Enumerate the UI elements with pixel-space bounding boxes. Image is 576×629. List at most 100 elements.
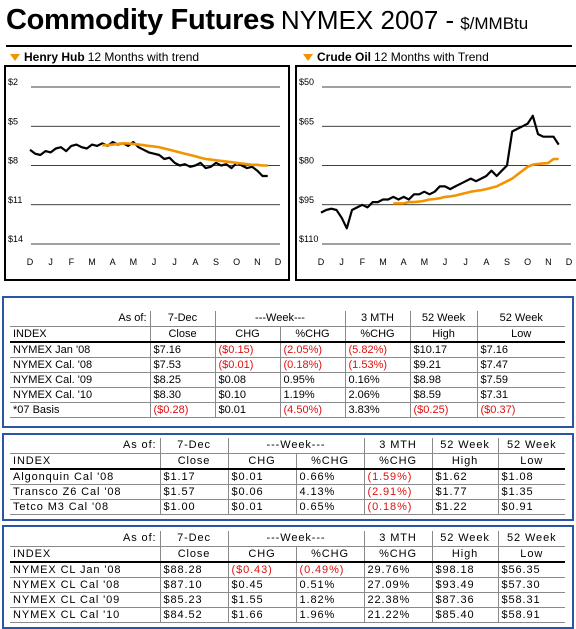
row-index-name: NYMEX Cal. '08 — [10, 357, 151, 373]
column-header: %CHG — [296, 546, 365, 563]
title-sub: NYMEX 2007 - — [280, 5, 455, 35]
week52-low-label: 52 Week — [498, 531, 565, 547]
table-asof-row: As of: 7-Dec ---Week--- 3 MTH 52 Week 52 Week — [10, 311, 565, 327]
table-cell: $88.28 — [160, 561, 229, 578]
table-row: NYMEX Cal. '08 $7.53 ($0.01) (0.18%) (1.53%)… — [10, 357, 565, 373]
x-tick-label: D — [318, 257, 325, 267]
row-index-name: Transco Z6 Cal '08 — [10, 484, 161, 500]
table-cell: $56.35 — [498, 561, 565, 578]
x-tick-label: J — [172, 257, 177, 267]
table-cell: $0.10 — [215, 387, 281, 403]
title-unit: $/MMBtu — [460, 14, 529, 33]
table-cell: $1.77 — [432, 484, 499, 500]
table-row: Algonquin Cal '08 $1.17 $0.01 0.66% (1.59%) $… — [10, 468, 565, 485]
table-cell: $84.52 — [160, 607, 229, 623]
table-cell: $8.59 — [410, 387, 478, 403]
row-index-name: NYMEX Cal. '10 — [10, 387, 151, 403]
x-tick-label: F — [69, 257, 75, 267]
column-header: Low — [498, 453, 565, 470]
chart-label-rest: 12 Months with Trend — [374, 50, 489, 64]
title-divider — [6, 45, 572, 47]
table-natural-gas-futures: As of: 7-Dec ---Week--- 3 MTH 52 Week 52 Week… — [10, 311, 565, 418]
table-cell: 3.83% — [345, 402, 411, 418]
table-cell: (1.59%) — [364, 468, 433, 485]
table-cell: $58.31 — [498, 592, 565, 608]
table-cell: $0.91 — [498, 499, 565, 515]
table-cell: $7.47 — [477, 357, 565, 373]
table-cell: ($0.28) — [150, 402, 216, 418]
x-tick-label: F — [360, 257, 366, 267]
table-cell: $1.57 — [160, 484, 229, 500]
three-month-label: 3 MTH — [364, 531, 433, 547]
column-header: %CHG — [280, 326, 346, 343]
asof-date: 7-Dec — [150, 311, 216, 327]
chart-crude-oil-svg: $110 $95 $80 $65 $50 D J F M A M J J A S O N D — [299, 77, 573, 267]
trend-series-line — [393, 157, 559, 205]
y-tick-label: $11 — [8, 195, 22, 205]
price-series-line — [29, 140, 268, 178]
x-tick-label: S — [504, 257, 510, 267]
column-header: %CHG — [364, 546, 433, 563]
three-month-label: 3 MTH — [345, 311, 411, 327]
table-cell: $7.53 — [150, 357, 216, 373]
table-row: NYMEX CL Cal '09 $85.23 $1.55 1.82% 22.38% $8… — [10, 592, 565, 608]
asof-label: As of: — [10, 531, 161, 547]
table-cell: 1.96% — [296, 607, 365, 623]
row-index-name: Algonquin Cal '08 — [10, 468, 161, 485]
x-tick-label: J — [152, 257, 157, 267]
table-cell: $1.55 — [228, 592, 297, 608]
column-header: High — [432, 546, 499, 563]
table-cell: $1.22 — [432, 499, 499, 515]
table-asof-row: As of: 7-Dec ---Week--- 3 MTH 52 Week 52 Week — [10, 438, 565, 454]
row-index-name: NYMEX Jan '08 — [10, 341, 151, 358]
table-cell: $7.16 — [477, 341, 565, 358]
row-index-name: *07 Basis — [10, 402, 151, 418]
y-tick-label: $5 — [8, 116, 18, 126]
title-main: Commodity Futures — [6, 4, 275, 36]
x-tick-label: M — [421, 257, 429, 267]
table-cell: (0.49%) — [296, 561, 365, 578]
chart-henry-hub-svg: $14 $11 $8 $5 $2 D J F M A M J J A S O N D — [8, 77, 282, 267]
week-group-label: ---Week--- — [228, 438, 365, 454]
y-tick-label: $2 — [8, 77, 18, 87]
x-tick-label: M — [88, 257, 96, 267]
table-row: Tetco M3 Cal '08 $1.00 $0.01 0.65% (0.18%) $1… — [10, 499, 565, 515]
x-tick-label: O — [524, 257, 531, 267]
table-cell: 0.66% — [296, 468, 365, 485]
row-index-name: Tetco M3 Cal '08 — [10, 499, 161, 515]
table-cell: $85.23 — [160, 592, 229, 608]
week52-high-label: 52 Week — [410, 311, 478, 327]
table-cell: 22.38% — [364, 592, 433, 608]
panel-natural-gas-futures: As of: 7-Dec ---Week--- 3 MTH 52 Week 52 Week… — [2, 296, 574, 428]
row-index-name: NYMEX CL Cal '08 — [10, 577, 161, 593]
x-tick-label: N — [545, 257, 552, 267]
y-tick-label: $80 — [299, 156, 314, 166]
week52-high-label: 52 Week — [432, 438, 499, 454]
table-cell: ($0.43) — [228, 561, 297, 578]
table-row: NYMEX Cal. '10 $8.30 $0.10 1.19% 2.06% $8.59 $… — [10, 387, 565, 403]
table-cell: ($0.15) — [215, 341, 281, 358]
column-header: Close — [150, 326, 216, 343]
table-cell: $1.62 — [432, 468, 499, 485]
table-cell: $0.01 — [228, 499, 297, 515]
table-cell: $8.25 — [150, 372, 216, 388]
table-crude-oil-futures: As of: 7-Dec ---Week--- 3 MTH 52 Week 52 Week… — [10, 531, 565, 623]
table-row: NYMEX CL Cal '08 $87.10 $0.45 0.51% 27.09% $9… — [10, 577, 565, 593]
chart-header-crude-oil: Crude Oil 12 Months with Trend — [303, 50, 489, 64]
panel-crude-oil-futures: As of: 7-Dec ---Week--- 3 MTH 52 Week 52 Week… — [2, 525, 574, 629]
x-tick-label: M — [130, 257, 138, 267]
x-tick-label: J — [48, 257, 53, 267]
trend-series-line — [102, 142, 268, 167]
x-tick-label: J — [443, 257, 448, 267]
column-header: INDEX — [10, 546, 161, 563]
table-cell: (0.18%) — [280, 357, 346, 373]
column-header: INDEX — [10, 453, 161, 470]
table-cell: ($0.01) — [215, 357, 281, 373]
table-header-row: INDEX Close CHG %CHG %CHG High Low — [10, 546, 565, 563]
column-header: CHG — [215, 326, 281, 343]
week-group-label: ---Week--- — [228, 531, 365, 547]
row-index-name: NYMEX CL Cal '10 — [10, 607, 161, 623]
table-cell: 1.82% — [296, 592, 365, 608]
table-cell: $0.45 — [228, 577, 297, 593]
asof-label: As of: — [10, 438, 161, 454]
